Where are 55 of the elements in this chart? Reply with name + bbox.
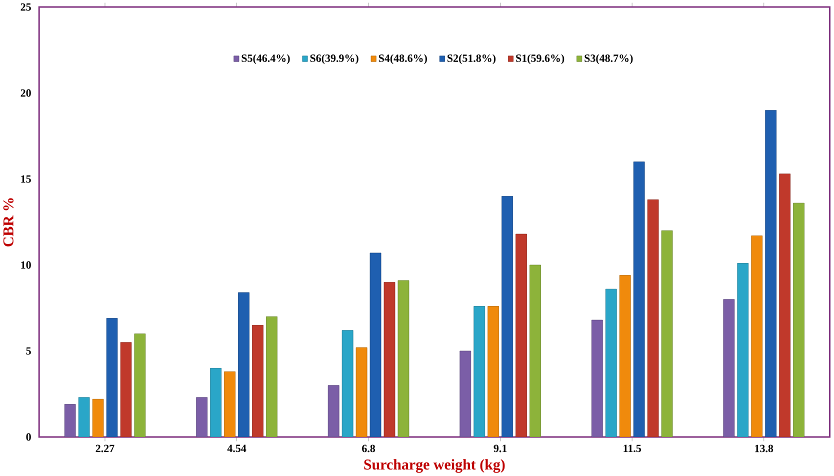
y-tick-label: 15 xyxy=(21,175,31,183)
bar xyxy=(106,318,118,437)
bar xyxy=(474,306,486,437)
bar xyxy=(530,264,541,437)
bar xyxy=(370,252,382,437)
y-tick-label: 25 xyxy=(20,3,31,11)
bar xyxy=(460,350,472,437)
bar xyxy=(516,234,527,437)
bar xyxy=(723,299,735,437)
y-tick-label: 5 xyxy=(26,347,31,355)
legend-label: S6(39.9%) xyxy=(310,54,358,64)
y-axis-title: CBR % xyxy=(3,198,14,246)
bar xyxy=(502,196,513,437)
bar xyxy=(78,397,90,437)
bar xyxy=(751,236,763,437)
bar xyxy=(765,110,777,437)
legend-label: S5(46.4%) xyxy=(242,54,290,64)
x-tick-label: 11.5 xyxy=(624,444,641,452)
legend-label: S4(48.6%) xyxy=(378,54,427,64)
bar xyxy=(793,202,804,437)
bar xyxy=(196,397,208,437)
bar xyxy=(64,404,76,437)
bar xyxy=(210,368,222,437)
bar xyxy=(224,371,236,437)
bar xyxy=(384,282,396,437)
bar xyxy=(591,320,603,437)
bar xyxy=(779,174,791,437)
bar xyxy=(356,347,368,437)
bar xyxy=(647,199,659,437)
bar xyxy=(134,334,146,437)
x-tick-label: 9.1 xyxy=(494,444,507,452)
bar xyxy=(605,288,617,437)
bar xyxy=(120,342,132,437)
bar xyxy=(488,306,500,437)
legend-label: S1(59.6%) xyxy=(516,54,564,64)
bar xyxy=(619,275,631,437)
y-tick-label: 10 xyxy=(21,261,31,269)
y-tick-label: 0 xyxy=(26,433,31,441)
bar xyxy=(238,292,250,437)
legend-label: S3(48.7%) xyxy=(584,54,633,64)
bar xyxy=(342,330,354,437)
bar xyxy=(328,385,340,437)
y-tick-label: 20 xyxy=(20,89,31,97)
bar xyxy=(661,230,673,437)
legend-label: S2(51.8%) xyxy=(448,54,496,64)
bar xyxy=(266,316,278,437)
x-tick-label: 6.8 xyxy=(362,444,376,452)
x-axis-title: Surcharge weight (kg) xyxy=(364,459,505,473)
bar xyxy=(737,263,749,437)
bar xyxy=(633,162,645,437)
x-tick-label: 13.8 xyxy=(755,444,774,452)
bar xyxy=(398,280,410,437)
bar xyxy=(252,324,264,437)
x-tick-label: 2.27 xyxy=(96,444,114,452)
x-tick-label: 4.54 xyxy=(227,444,246,452)
